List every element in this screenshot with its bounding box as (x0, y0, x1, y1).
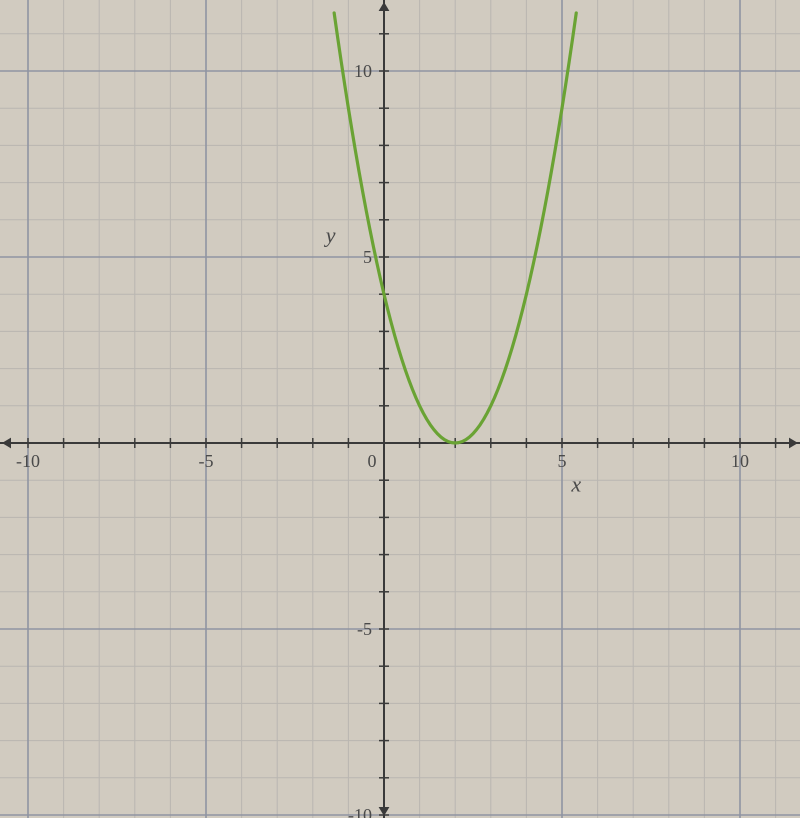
y-tick-label: 10 (354, 61, 372, 81)
x-tick-label: 10 (731, 451, 749, 471)
x-tick-label: 0 (368, 451, 377, 471)
x-tick-label: -10 (16, 451, 40, 471)
x-axis-label: x (570, 471, 581, 496)
y-tick-label: -5 (357, 619, 372, 639)
x-tick-label: 5 (558, 451, 567, 471)
x-tick-label: -5 (199, 451, 214, 471)
y-tick-label: 5 (363, 247, 372, 267)
y-tick-label: -10 (348, 805, 372, 818)
y-axis-label: y (324, 223, 336, 248)
chart-background (0, 0, 800, 818)
parabola-chart: -10 -5 0 5 10 -10 -5 5 10 x y (0, 0, 800, 818)
